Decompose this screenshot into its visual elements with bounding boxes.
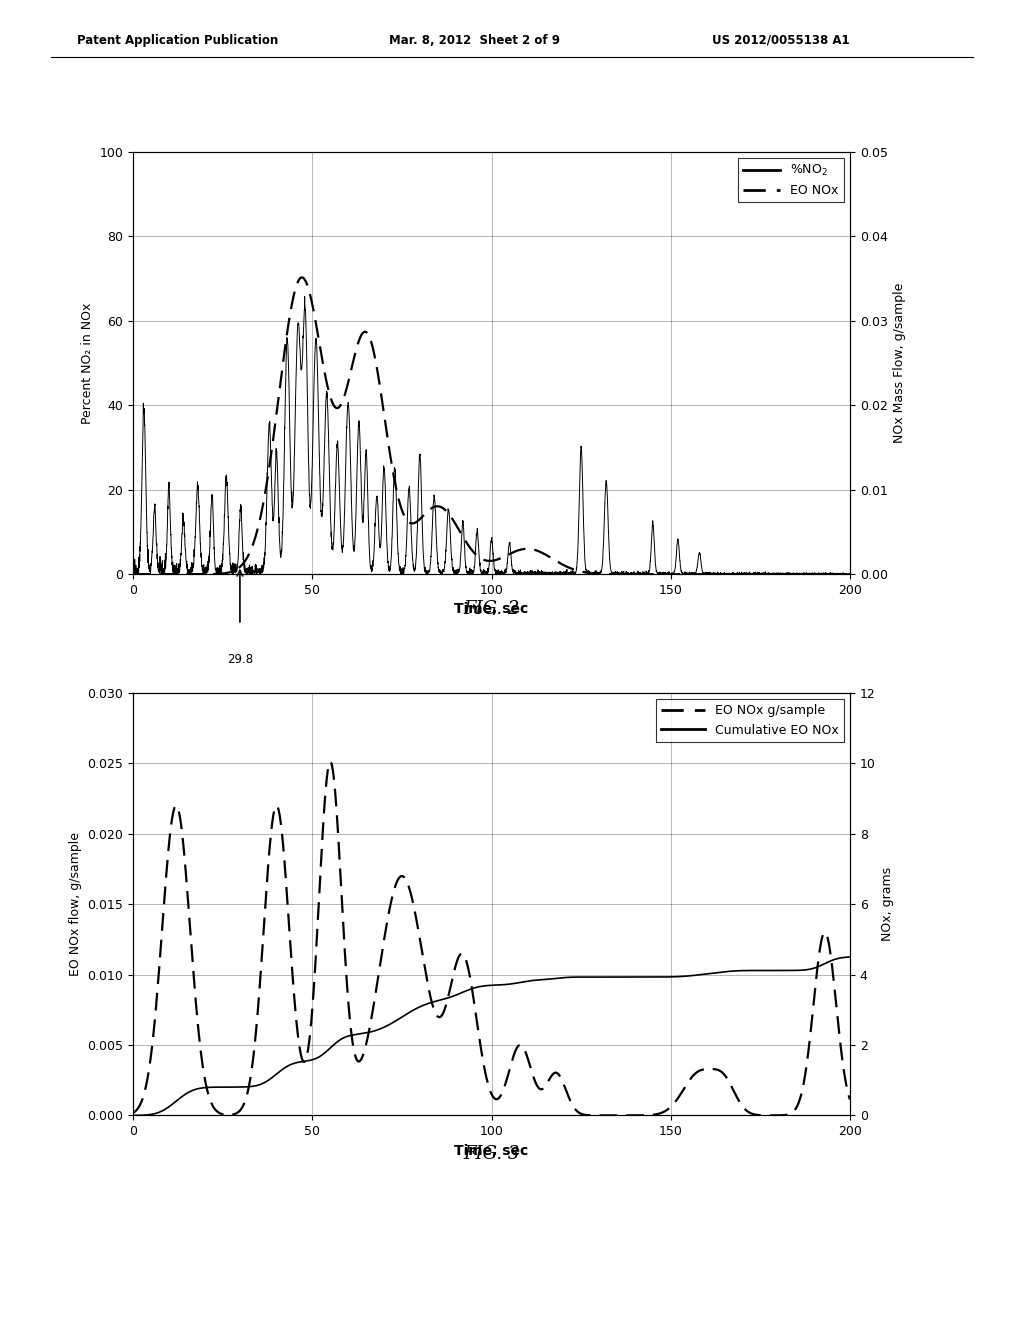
Legend: %NO$_2$, EO NOx: %NO$_2$, EO NOx [738, 158, 844, 202]
Y-axis label: EO NOx flow, g/sample: EO NOx flow, g/sample [69, 832, 82, 977]
Text: US 2012/0055138 A1: US 2012/0055138 A1 [712, 33, 849, 46]
Y-axis label: NOx, grams: NOx, grams [881, 867, 894, 941]
Text: Patent Application Publication: Patent Application Publication [77, 33, 279, 46]
Legend: EO NOx g/sample, Cumulative EO NOx: EO NOx g/sample, Cumulative EO NOx [656, 700, 844, 742]
Y-axis label: NOx Mass Flow, g/sample: NOx Mass Flow, g/sample [893, 282, 906, 444]
Text: FIG. 3: FIG. 3 [463, 1144, 520, 1163]
X-axis label: Time, sec: Time, sec [455, 1143, 528, 1158]
Text: 29.8: 29.8 [227, 653, 253, 665]
Text: FIG. 2: FIG. 2 [463, 599, 520, 618]
X-axis label: Time, sec: Time, sec [455, 602, 528, 616]
Text: Mar. 8, 2012  Sheet 2 of 9: Mar. 8, 2012 Sheet 2 of 9 [389, 33, 560, 46]
Y-axis label: Percent NO₂ in NOx: Percent NO₂ in NOx [81, 302, 94, 424]
